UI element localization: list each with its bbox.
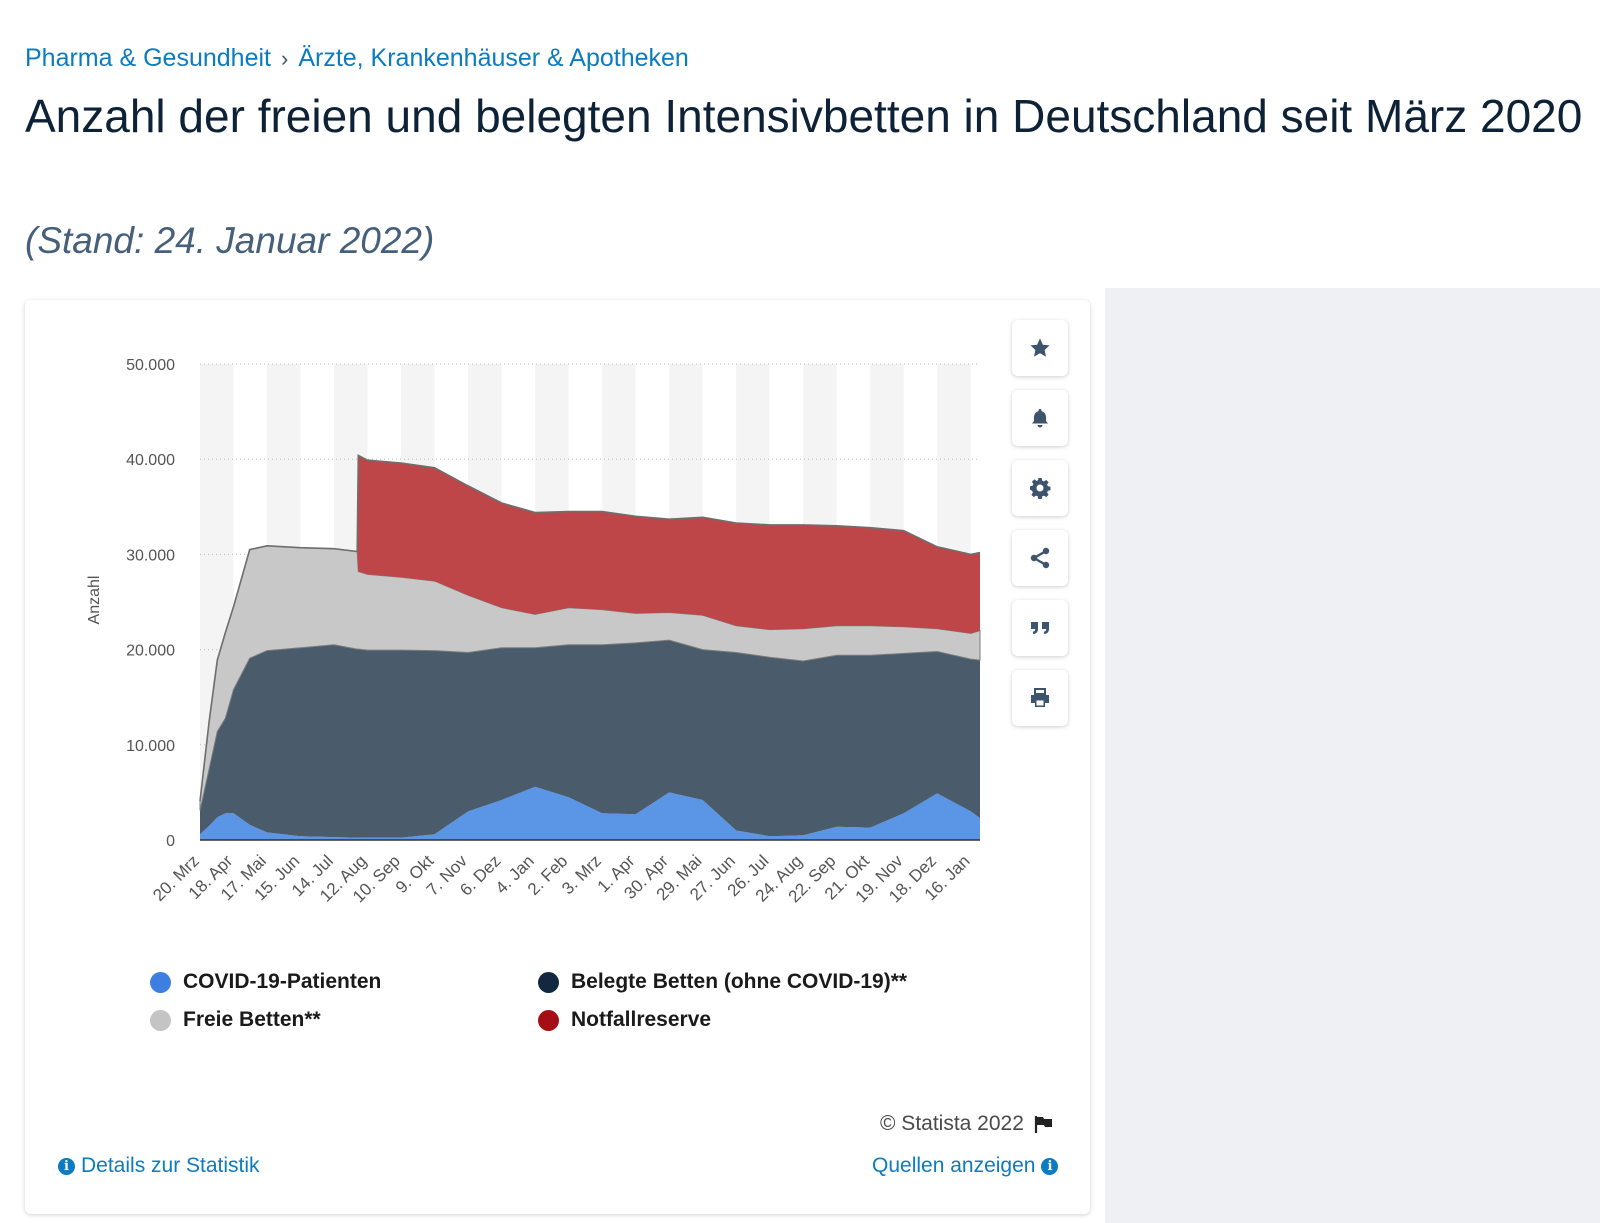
legend-item-notfall[interactable]: Notfallreserve — [538, 1008, 930, 1032]
share-button[interactable] — [1012, 530, 1068, 586]
sources-link-label: Quellen anzeigen — [872, 1154, 1036, 1177]
info-icon: i — [1041, 1157, 1059, 1175]
legend-label: COVID-19-Patienten — [183, 970, 382, 993]
details-link[interactable]: i Details zur Statistik — [58, 1154, 260, 1178]
favorite-button[interactable] — [1012, 320, 1068, 376]
print-icon — [1031, 688, 1049, 707]
total-outline — [199, 454, 981, 802]
legend-marker — [150, 1009, 171, 1031]
bell-icon — [1032, 409, 1048, 428]
chart-legend: COVID-19-Patienten Belegte Betten (ohne … — [150, 970, 930, 1032]
y-tick-label: 30.000 — [126, 547, 175, 564]
breadcrumb: Pharma & Gesundheit › Ärzte, Krankenhäus… — [25, 44, 689, 73]
legend-label: Freie Betten** — [183, 1008, 321, 1031]
breadcrumb-category[interactable]: Pharma & Gesundheit — [25, 44, 271, 72]
chart-toolbar — [1012, 320, 1070, 726]
star-icon — [1030, 338, 1050, 357]
legend-marker — [150, 971, 171, 993]
legend-marker — [538, 971, 559, 993]
cite-button[interactable] — [1012, 600, 1068, 656]
series-area-belegt — [200, 640, 980, 838]
copyright-text: © Statista 2022 — [880, 1112, 1024, 1135]
legend-item-frei[interactable]: Freie Betten** — [150, 1008, 538, 1032]
settings-button[interactable] — [1012, 460, 1068, 516]
y-tick-label: 10.000 — [126, 738, 175, 755]
y-tick-label: 40.000 — [126, 452, 175, 469]
y-tick-label: 50.000 — [126, 357, 175, 374]
y-tick-label: 20.000 — [126, 643, 175, 660]
print-button[interactable] — [1012, 670, 1068, 726]
legend-label: Belegte Betten (ohne COVID-19)** — [571, 970, 908, 993]
series-area-covid — [200, 786, 980, 840]
share-icon — [1030, 547, 1050, 569]
breadcrumb-subcategory[interactable]: Ärzte, Krankenhäuser & Apotheken — [298, 44, 689, 72]
notification-button[interactable] — [1012, 390, 1068, 446]
info-icon: i — [58, 1157, 75, 1175]
y-axis-label: Anzahl — [86, 576, 103, 625]
legend-item-belegt[interactable]: Belegte Betten (ohne COVID-19)** — [538, 970, 930, 994]
page-title: Anzahl der freien und belegten Intensivb… — [25, 90, 1583, 142]
legend-label: Notfallreserve — [571, 1008, 712, 1031]
sources-link[interactable]: Quellen anzeigen i — [872, 1154, 1059, 1178]
y-tick-label: 0 — [166, 833, 175, 850]
legend-item-covid[interactable]: COVID-19-Patienten — [150, 970, 538, 994]
breadcrumb-separator: › — [280, 45, 289, 71]
quote-icon — [1031, 622, 1049, 634]
x-tick-label: 3. Mrz — [558, 851, 605, 898]
gear-icon — [1030, 478, 1051, 499]
series-area-notfall — [200, 455, 980, 801]
details-link-label: Details zur Statistik — [81, 1154, 260, 1177]
side-panel — [1105, 288, 1600, 1223]
chart-svg: 010.00020.00030.00040.00050.000Anzahl20.… — [86, 357, 981, 906]
copyright: © Statista 2022 — [880, 1112, 1054, 1136]
page-subtitle: (Stand: 24. Januar 2022) — [25, 220, 435, 261]
flag-icon[interactable] — [1034, 1115, 1054, 1133]
legend-marker — [538, 1009, 559, 1031]
